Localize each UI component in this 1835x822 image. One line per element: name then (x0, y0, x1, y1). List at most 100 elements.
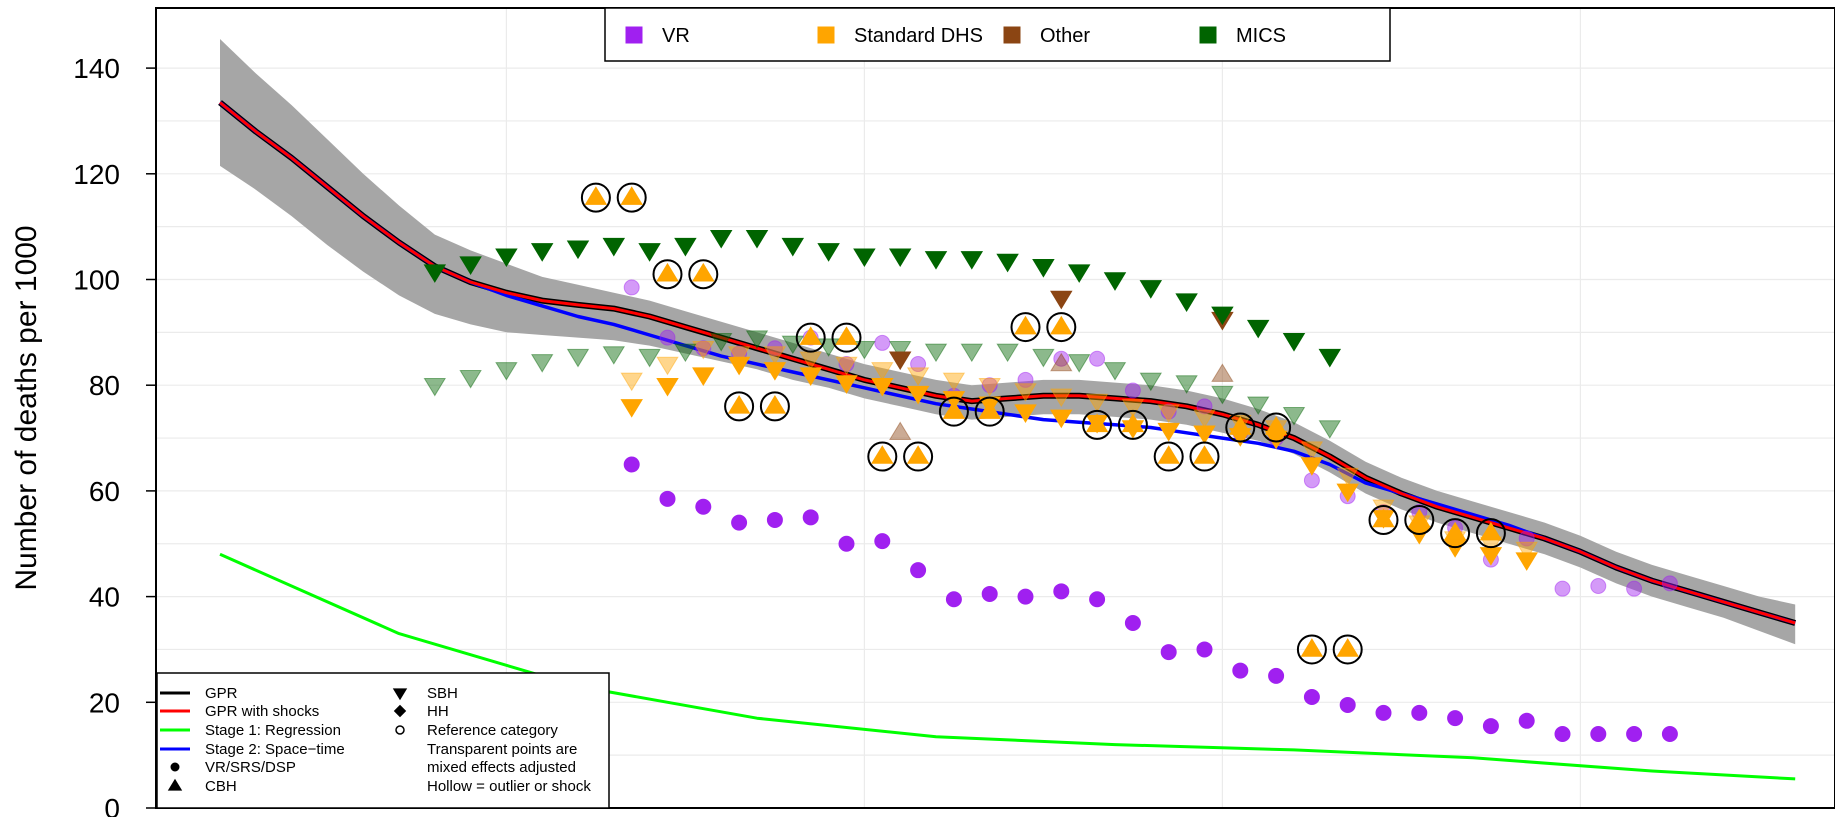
mics-point (1175, 375, 1198, 394)
standard-dhs-point (727, 356, 751, 376)
standard-dhs-point (871, 445, 894, 464)
vr-point (1017, 371, 1034, 388)
standard-dhs-point (799, 326, 822, 345)
outlier-ring (616, 182, 647, 213)
legend-label-vr: VR (662, 25, 690, 47)
standard-dhs-point (1479, 521, 1503, 541)
standard-dhs-point (1372, 508, 1395, 528)
key-note: Hollow = outlier or shock (427, 778, 591, 795)
vr-point (874, 533, 891, 550)
vr-point (1017, 588, 1034, 605)
standard-dhs-point (656, 262, 679, 282)
outlier-ring (1010, 312, 1041, 343)
standard-dhs-point (942, 400, 966, 419)
mics-point (530, 243, 554, 262)
vr-point (874, 334, 891, 351)
mics-point (1246, 319, 1270, 339)
standard-dhs-point (835, 375, 858, 394)
vr-point (695, 498, 712, 515)
vr-point (623, 279, 640, 296)
vr-point (802, 509, 819, 526)
mics-point (709, 229, 733, 249)
mics-point (1282, 333, 1306, 352)
standard-dhs-point (1372, 499, 1395, 519)
standard-dhs-point (942, 391, 966, 410)
standard-dhs-point (1443, 521, 1467, 541)
standard-dhs-point (1014, 404, 1037, 423)
outlier-ring (724, 391, 755, 422)
mics-point (1139, 372, 1163, 392)
vr-point (1590, 578, 1607, 595)
outlier-ring (759, 391, 790, 422)
mics-point (423, 377, 447, 397)
standard-dhs-point (1157, 422, 1180, 442)
mics-point (566, 348, 590, 368)
vr-point (1661, 575, 1678, 592)
mics-point (888, 248, 912, 268)
standard-dhs-point (727, 346, 751, 365)
mics-point (1032, 259, 1055, 278)
key-line-label: Stage 2: Space−time (205, 741, 345, 758)
standard-dhs-point (692, 367, 715, 386)
vr-point (766, 340, 783, 357)
other-point (888, 351, 912, 371)
y-axis: 0 20 40 60 80 100 120 140 (73, 53, 156, 822)
mics-point (1211, 306, 1234, 326)
standard-dhs-point (1157, 445, 1180, 464)
standard-dhs-point (906, 445, 930, 464)
outlier-ring (1261, 412, 1292, 443)
vr-point (1124, 615, 1141, 632)
standard-dhs-point (1300, 441, 1324, 460)
vr-point (1482, 718, 1499, 735)
other-point (888, 421, 912, 441)
mics-point (960, 251, 984, 270)
standard-dhs-point (906, 367, 930, 386)
key-symbol-label: CBH (205, 778, 237, 795)
standard-dhs-point (620, 372, 643, 392)
mics-point (1175, 293, 1198, 312)
vr-point (1196, 398, 1213, 415)
vr-point (1518, 712, 1535, 729)
mics-point (459, 370, 482, 389)
data-points (423, 182, 1678, 743)
vr-point (1053, 583, 1070, 600)
mics-point (1067, 264, 1091, 283)
mics-point (924, 251, 948, 270)
mics-point (495, 248, 518, 268)
mics-point (530, 354, 554, 373)
key-symbol (393, 704, 407, 718)
key-symbol-label: HH (427, 703, 449, 720)
mics-point (459, 256, 482, 275)
vr-point (1339, 696, 1356, 713)
outlier-ring (1082, 409, 1113, 440)
y-tick-label: 140 (73, 53, 120, 84)
outlier-ring (1046, 312, 1077, 343)
y-tick-label: 20 (89, 687, 120, 718)
vr-point (910, 562, 927, 579)
vr-point (981, 377, 998, 394)
legend-label-other: Other (1040, 25, 1090, 47)
standard-dhs-point (1336, 483, 1359, 503)
mics-point (423, 264, 447, 283)
vr-point (838, 356, 855, 373)
key-note: mixed effects adjusted (427, 759, 576, 776)
standard-dhs-point (584, 186, 608, 205)
standard-dhs-point (1300, 457, 1324, 476)
y-tick-label: 100 (73, 265, 120, 296)
vr-point (1160, 403, 1177, 420)
vr-point (1447, 710, 1464, 727)
mics-point (674, 343, 697, 363)
mics-point (996, 343, 1019, 363)
key-symbol (392, 688, 408, 701)
standard-dhs-point (906, 385, 930, 405)
other-point (1211, 363, 1234, 382)
mics-point (602, 237, 626, 257)
legend-label-mics: MICS (1236, 25, 1286, 47)
y-axis-label: Number of deaths per 1000 (10, 225, 43, 590)
outlier-ring (1225, 412, 1256, 443)
y-tick-label: 80 (89, 370, 120, 401)
vr-point (1661, 726, 1678, 743)
mics-point (781, 237, 805, 257)
vr-point (1518, 530, 1535, 547)
standard-dhs-point (656, 356, 679, 376)
